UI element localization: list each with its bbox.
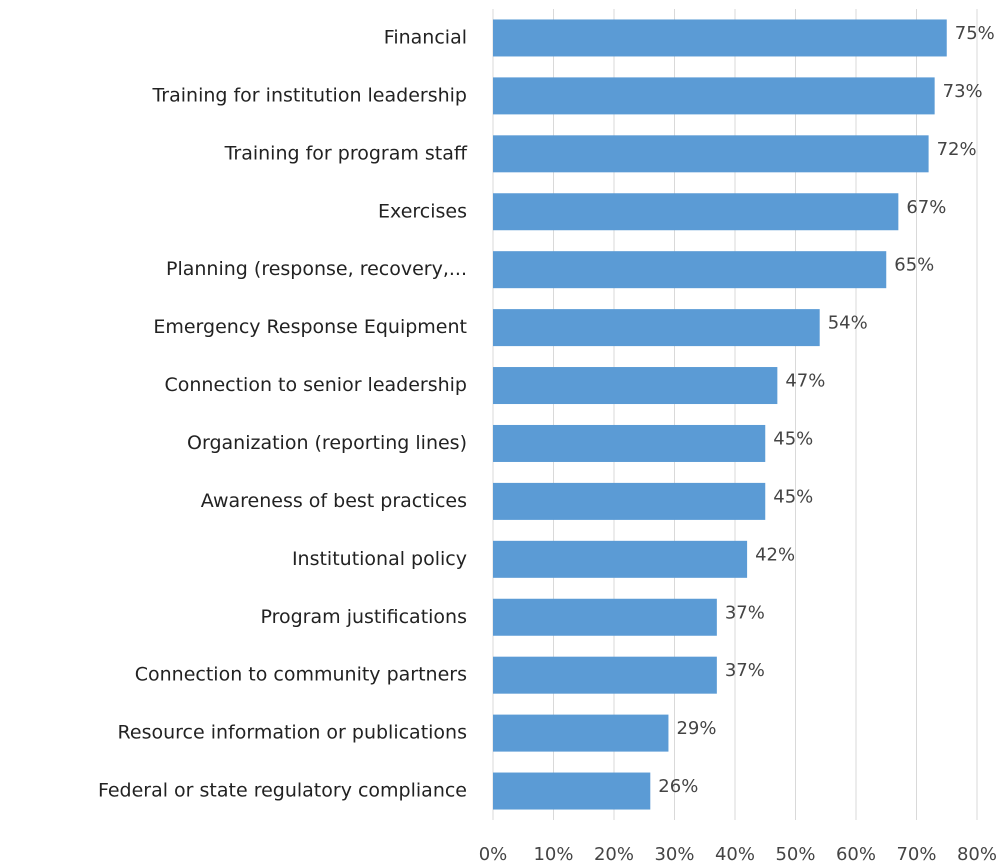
value-label: 26% bbox=[658, 776, 698, 797]
bar bbox=[493, 19, 947, 57]
value-label: 29% bbox=[676, 718, 716, 739]
bar bbox=[493, 251, 887, 289]
category-label: Organization (reporting lines) bbox=[187, 432, 467, 454]
value-label: 45% bbox=[773, 428, 813, 449]
x-tick-label: 30% bbox=[654, 844, 694, 865]
category-label: Connection to senior leadership bbox=[165, 374, 468, 396]
category-label: Institutional policy bbox=[292, 548, 467, 570]
value-label: 37% bbox=[725, 602, 765, 623]
x-tick-label: 20% bbox=[594, 844, 634, 865]
bar bbox=[493, 656, 717, 694]
x-tick-label: 50% bbox=[775, 844, 815, 865]
bar bbox=[493, 193, 899, 231]
bar bbox=[493, 367, 778, 405]
category-label: Connection to community partners bbox=[135, 664, 467, 686]
category-label: Exercises bbox=[378, 200, 467, 222]
bar bbox=[493, 540, 748, 578]
bar bbox=[493, 309, 820, 347]
value-label: 75% bbox=[955, 23, 995, 44]
value-label: 67% bbox=[906, 197, 946, 218]
bar bbox=[493, 482, 766, 520]
x-tick-label: 70% bbox=[896, 844, 936, 865]
bar bbox=[493, 714, 669, 752]
category-label: Resource information or publications bbox=[118, 722, 467, 744]
value-label: 37% bbox=[725, 660, 765, 681]
category-label: Financial bbox=[384, 26, 467, 48]
x-tick-label: 60% bbox=[836, 844, 876, 865]
value-label: 73% bbox=[943, 81, 983, 102]
bar bbox=[493, 424, 766, 462]
bar bbox=[493, 135, 929, 173]
bar bbox=[493, 772, 651, 810]
category-label: Emergency Response Equipment bbox=[153, 316, 467, 338]
bar bbox=[493, 598, 717, 636]
x-tick-label: 40% bbox=[715, 844, 755, 865]
bar bbox=[493, 77, 935, 115]
category-label: Training for institution leadership bbox=[151, 84, 467, 106]
category-label: Awareness of best practices bbox=[201, 490, 467, 512]
value-label: 42% bbox=[755, 544, 795, 565]
value-label: 47% bbox=[785, 371, 825, 392]
category-label: Federal or state regulatory compliance bbox=[98, 780, 467, 802]
value-label: 54% bbox=[828, 313, 868, 334]
x-tick-label: 0% bbox=[479, 844, 508, 865]
value-label: 65% bbox=[894, 255, 934, 276]
value-label: 45% bbox=[773, 486, 813, 507]
category-label: Training for program staff bbox=[224, 142, 468, 164]
category-label: Planning (response, recovery,... bbox=[166, 258, 467, 280]
x-tick-label: 80% bbox=[957, 844, 997, 865]
x-tick-label: 10% bbox=[533, 844, 573, 865]
category-label: Program justifications bbox=[260, 606, 467, 628]
value-label: 72% bbox=[937, 139, 977, 160]
